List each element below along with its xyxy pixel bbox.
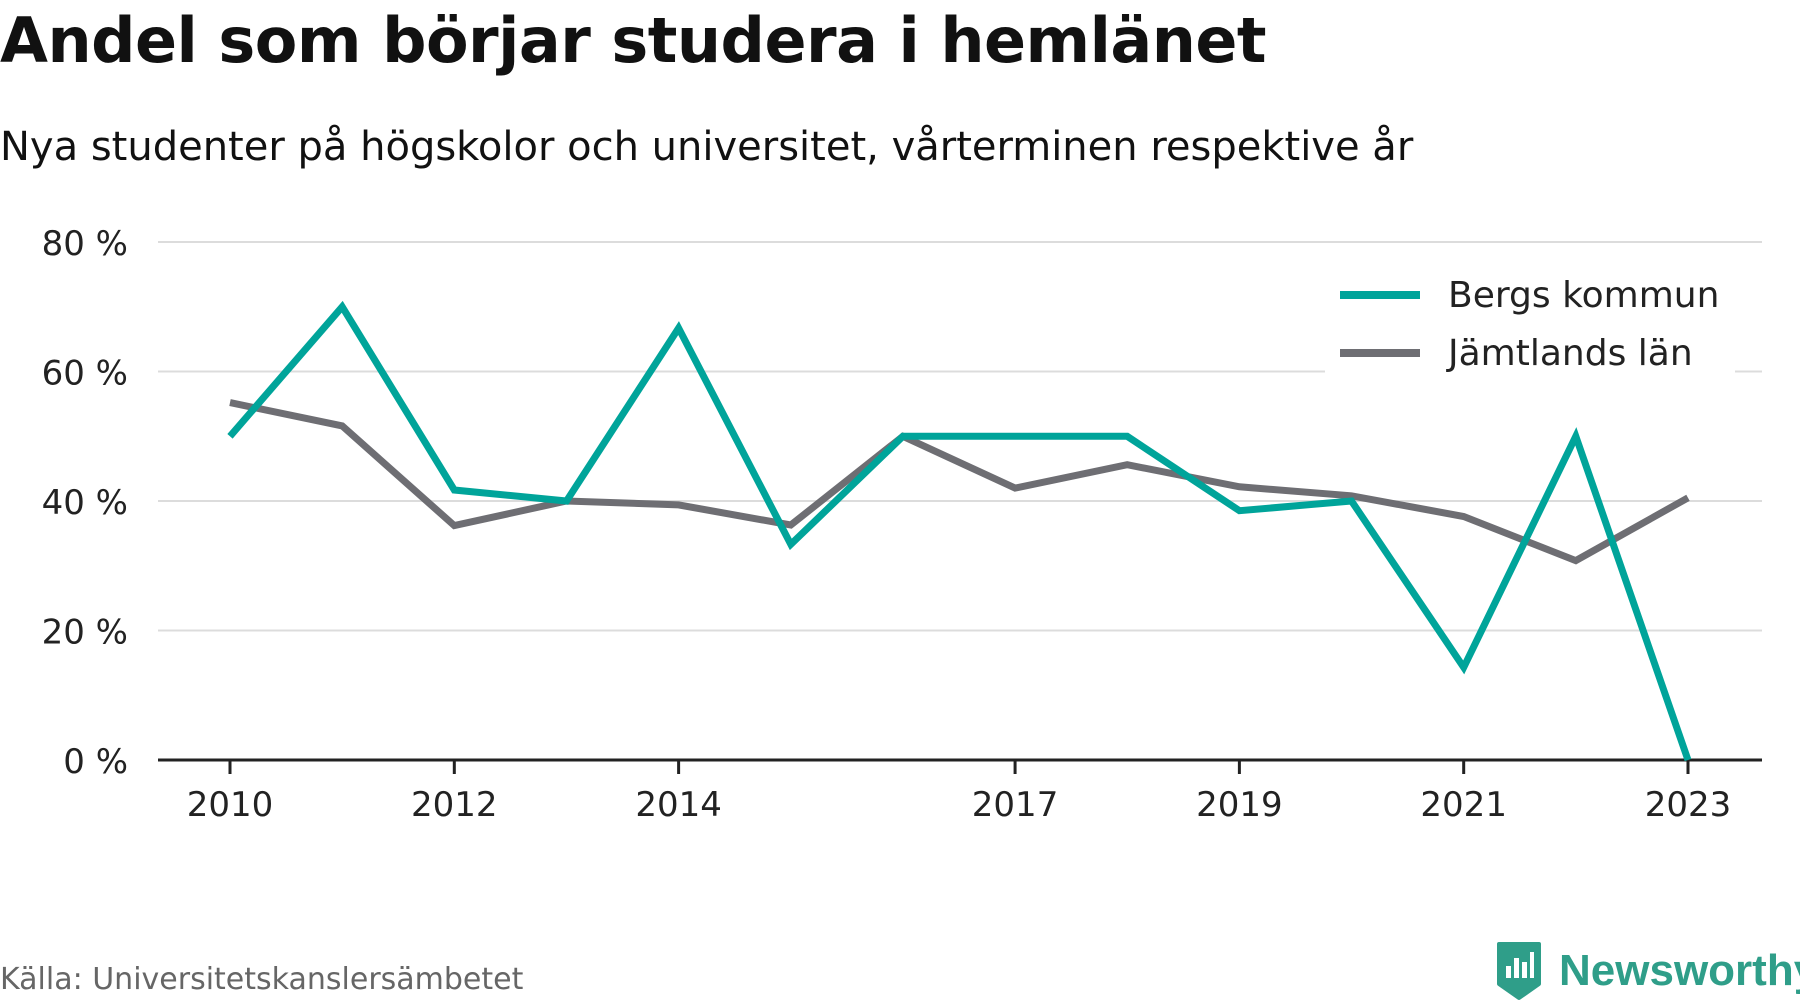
brand-name: Newsworthy [1559,946,1800,995]
y-tick-label-60: 60 % [42,354,128,394]
x-tick-label-2017: 2017 [972,785,1059,825]
series-lines [227,300,1692,762]
x-tick-label-2019: 2019 [1196,785,1283,825]
brand-logo: Newsworthy [1495,940,1800,1002]
y-tick-label-40: 40 % [42,483,128,523]
y-tick-label-0: 0 % [63,742,128,782]
y-tick-label-20: 20 % [42,613,128,653]
legend-label-0: Bergs kommun [1448,275,1719,316]
x-axis: 2010 2012 2014 2017 2019 2021 2023 [158,758,1762,825]
series-line-1 [229,399,1690,565]
chart-title: Andel som börjar studera i hemlänet [0,4,1267,77]
series-line-0 [227,300,1692,762]
x-tick-label-2023: 2023 [1645,785,1732,825]
chart-subtitle: Nya studenter på högskolor och universit… [0,124,1414,170]
x-tick-label-2014: 2014 [635,785,722,825]
newsworthy-logo-icon [1497,942,1541,1000]
source-note: Källa: Universitetskanslersämbetet [0,962,524,997]
legend: Bergs kommun Jämtlands län [1325,268,1735,374]
y-axis-ticks: 0 % 20 % 40 % 60 % 80 % [42,224,128,782]
legend-label-1: Jämtlands län [1446,333,1693,374]
x-tick-label-2010: 2010 [187,785,274,825]
x-tick-label-2021: 2021 [1420,785,1507,825]
y-tick-label-80: 80 % [42,224,128,264]
x-tick-label-2012: 2012 [411,785,498,825]
